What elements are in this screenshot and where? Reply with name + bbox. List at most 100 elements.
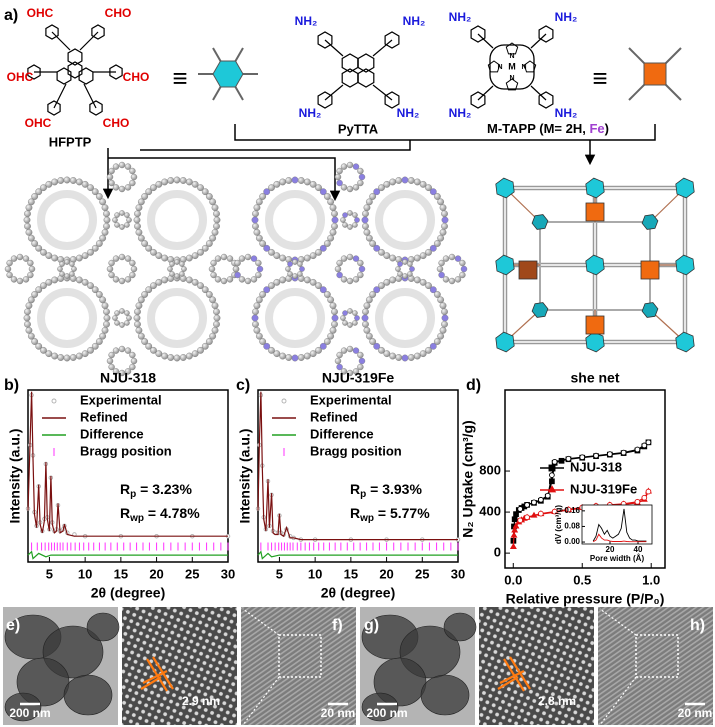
atom <box>179 261 185 267</box>
tem-image <box>241 607 356 725</box>
atom <box>167 266 173 272</box>
atom <box>40 184 47 192</box>
data-line <box>27 550 228 560</box>
atom <box>185 254 193 262</box>
atom <box>191 252 199 260</box>
atom <box>101 228 109 236</box>
atom <box>323 193 331 200</box>
macrocycle <box>489 44 535 90</box>
atom <box>327 234 335 242</box>
atom <box>401 176 409 184</box>
legend-label: Refined <box>80 409 128 424</box>
atom <box>303 254 311 262</box>
atom <box>439 302 447 310</box>
atom <box>373 188 381 196</box>
atom <box>95 193 103 200</box>
atom <box>133 216 141 224</box>
tem-image <box>598 607 713 725</box>
atom <box>141 193 149 200</box>
atom <box>279 254 287 262</box>
equivalence: ≡ <box>592 63 607 93</box>
atom <box>205 291 213 298</box>
atom <box>255 234 263 242</box>
atom <box>439 326 447 334</box>
atom <box>397 261 403 267</box>
atom <box>213 320 220 328</box>
atom <box>137 296 145 304</box>
atom <box>6 271 13 279</box>
atom <box>31 193 39 200</box>
atom <box>31 338 39 345</box>
hexagon-node <box>641 302 659 318</box>
annotation-text: = 3.93% <box>366 481 422 497</box>
atom <box>118 161 126 169</box>
atom <box>91 244 99 252</box>
atom <box>226 276 234 283</box>
atom <box>365 234 373 242</box>
data-line <box>592 508 647 542</box>
benzene-ring <box>89 100 103 116</box>
benzene-ring <box>384 91 400 109</box>
atom <box>167 177 175 184</box>
atom <box>112 276 120 283</box>
atom <box>130 173 138 181</box>
atom <box>214 276 222 283</box>
x-tick-label: 25 <box>185 566 199 581</box>
atom <box>331 308 338 316</box>
x-tick-label: 20 <box>606 545 615 554</box>
atom <box>409 266 415 272</box>
atom <box>45 180 53 188</box>
atom <box>441 210 448 218</box>
spacing-marker <box>140 676 162 690</box>
atom <box>340 217 346 223</box>
x-tick-label: 20 <box>379 566 393 581</box>
benzene-ring <box>67 61 83 79</box>
atom <box>106 357 114 365</box>
atom <box>433 193 441 200</box>
atom <box>373 286 381 294</box>
x-tick-label: 20 <box>149 566 163 581</box>
data-point <box>634 446 641 453</box>
data-point <box>579 454 586 461</box>
chart-title: NJU-318 <box>100 370 156 386</box>
atom <box>185 352 193 360</box>
atom <box>81 278 89 286</box>
atom <box>51 178 59 186</box>
atom <box>401 354 409 362</box>
particle <box>443 612 477 642</box>
atom <box>126 217 132 223</box>
atom <box>340 255 348 262</box>
atom <box>315 248 322 256</box>
atom <box>114 212 120 218</box>
atom <box>297 261 303 267</box>
atom <box>352 212 358 218</box>
spacing-marker <box>142 670 168 684</box>
name-part: ) <box>605 121 609 136</box>
atom <box>354 217 360 223</box>
atom <box>209 234 217 242</box>
atom <box>395 177 403 184</box>
atom <box>342 212 348 218</box>
atom <box>40 282 47 290</box>
atom <box>297 271 303 277</box>
atom <box>413 254 421 262</box>
atom <box>268 346 275 354</box>
atom <box>155 252 163 260</box>
atom <box>346 369 354 377</box>
nitrogen: N <box>521 64 526 71</box>
atom <box>407 261 413 267</box>
atom <box>342 310 348 316</box>
atom <box>4 265 12 273</box>
annotation-text: = 5.77% <box>374 505 430 521</box>
aldehyde-group: CHO <box>123 70 150 84</box>
spacing-marker <box>497 676 519 690</box>
atom <box>103 314 111 322</box>
aldehyde-group: OHC <box>25 116 52 130</box>
atom <box>106 265 114 273</box>
atom <box>205 338 213 345</box>
atom <box>25 302 33 310</box>
atom <box>250 276 258 283</box>
legend-label: NJU-318 <box>570 459 622 474</box>
connectors <box>102 124 656 202</box>
y-tick-label: 0.08 <box>564 522 580 531</box>
